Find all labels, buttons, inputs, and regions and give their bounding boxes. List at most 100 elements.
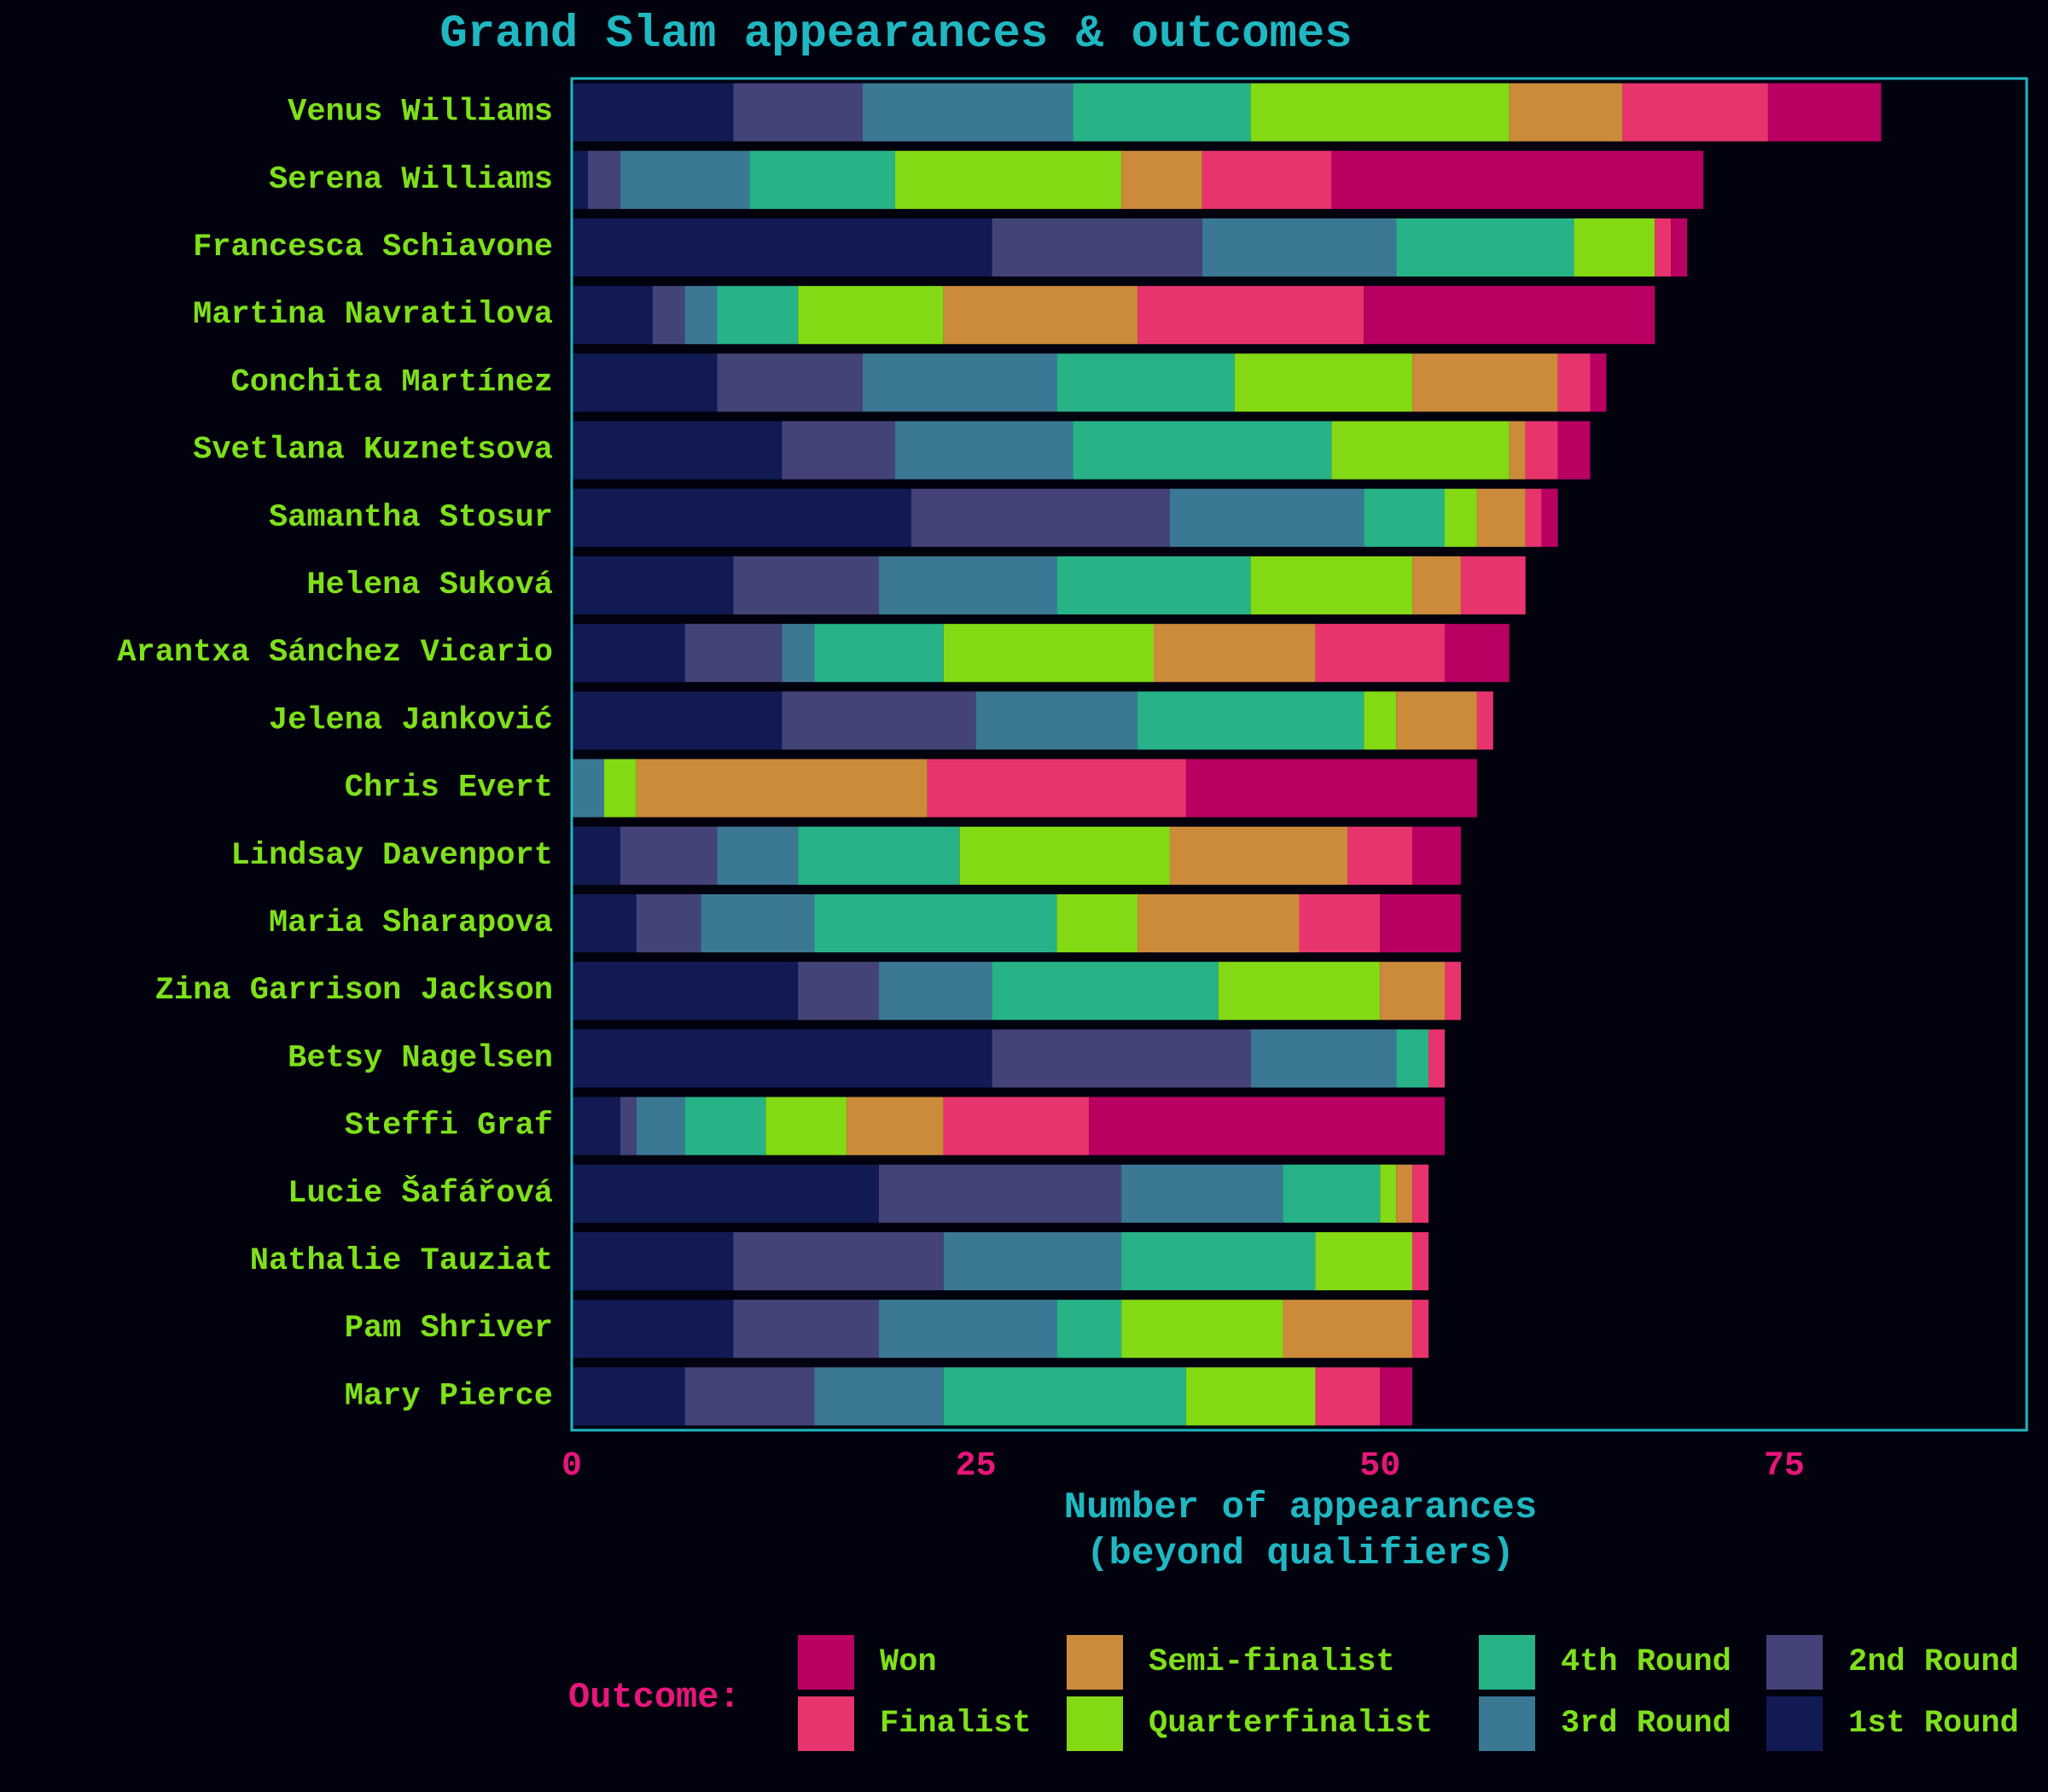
bar-svetlana-kuznetsova-2nd-round — [782, 421, 895, 480]
bar-venus-williams-semi-finalist — [1509, 83, 1623, 142]
bar-serena-williams-3rd-round — [620, 150, 750, 209]
bar-lucie-safarova-3rd-round — [1121, 1164, 1283, 1223]
bar-lindsay-davenport-quarterfinalist — [959, 826, 1170, 885]
bar-conchita-martinez-finalist — [1557, 353, 1591, 412]
category-label: Chris Evert — [345, 771, 553, 806]
bar-zina-garrison-jackson-3rd-round — [878, 962, 992, 1021]
bar-mary-pierce-2nd-round — [684, 1367, 815, 1426]
bar-jelena-jankovic-2nd-round — [782, 691, 976, 750]
bar-maria-sharapova-semi-finalist — [1137, 893, 1300, 953]
bar-nathalie-tauziat-4th-round — [1121, 1231, 1316, 1291]
bar-svetlana-kuznetsova-finalist — [1525, 421, 1558, 480]
bar-chris-evert-won — [1185, 759, 1477, 817]
bar-steffi-graf-4th-round — [684, 1097, 766, 1155]
bar-chris-evert-semi-finalist — [636, 759, 928, 817]
legend-swatch — [798, 1635, 854, 1690]
bar-maria-sharapova-finalist — [1299, 893, 1381, 953]
bar-lucie-safarova-2nd-round — [878, 1164, 1122, 1223]
bar-betsy-nagelsen-finalist — [1428, 1029, 1445, 1088]
bar-jelena-jankovic-finalist — [1476, 691, 1493, 750]
bar-jelena-jankovic-quarterfinalist — [1364, 691, 1397, 750]
bar-mary-pierce-quarterfinalist — [1185, 1367, 1316, 1426]
bar-serena-williams-finalist — [1201, 150, 1332, 209]
legend-swatch — [1766, 1696, 1823, 1751]
bar-lindsay-davenport-2nd-round — [620, 826, 718, 885]
bar-betsy-nagelsen-4th-round — [1396, 1029, 1429, 1088]
bar-svetlana-kuznetsova-quarterfinalist — [1331, 421, 1510, 480]
x-axis-ticks: 0 25 50 75 — [561, 1447, 1805, 1486]
bar-nathalie-tauziat-1st-round — [572, 1231, 734, 1291]
legend-item-1st-round: 1st Round — [1766, 1696, 2019, 1751]
bar-helena-sukova-2nd-round — [733, 556, 879, 615]
category-label: Betsy Nagelsen — [288, 1040, 553, 1076]
bar-betsy-nagelsen-3rd-round — [1250, 1029, 1397, 1088]
bar-serena-williams-quarterfinalist — [894, 150, 1122, 209]
bar-zina-garrison-jackson-semi-finalist — [1380, 962, 1445, 1021]
bar-serena-williams-won — [1331, 150, 1704, 209]
legend-label: Semi-finalist — [1149, 1644, 1395, 1680]
x-axis-label-line2: (beyond qualifiers) — [1086, 1533, 1515, 1575]
bar-lucie-safarova-1st-round — [572, 1164, 879, 1223]
bar-steffi-graf-2nd-round — [620, 1097, 637, 1155]
bar-samantha-stosur-semi-finalist — [1476, 488, 1526, 547]
bar-venus-williams-2nd-round — [733, 83, 863, 142]
legend-swatch — [1479, 1635, 1535, 1690]
category-label: Francesca Schiavone — [193, 230, 553, 265]
bar-chris-evert-3rd-round — [572, 759, 604, 817]
category-label: Mary Pierce — [345, 1378, 553, 1414]
category-labels: Venus Williams Serena Williams Francesca S… — [117, 95, 553, 1415]
category-label: Zina Garrison Jackson — [155, 973, 553, 1009]
bar-samantha-stosur-quarterfinalist — [1445, 488, 1477, 547]
bar-martina-navratilova-semi-finalist — [943, 286, 1138, 345]
bar-martina-navratilova-1st-round — [572, 286, 653, 345]
x-axis-label: Number of appearances — [1064, 1487, 1538, 1529]
legend-swatch — [1479, 1696, 1535, 1751]
bar-pam-shriver-finalist — [1412, 1300, 1429, 1359]
bar-mary-pierce-won — [1380, 1367, 1413, 1426]
bar-serena-williams-4th-round — [749, 150, 895, 209]
bar-svetlana-kuznetsova-3rd-round — [894, 421, 1073, 480]
bar-conchita-martinez-2nd-round — [717, 353, 863, 412]
bar-mary-pierce-finalist — [1315, 1367, 1381, 1426]
category-label: Steffi Graf — [345, 1108, 553, 1144]
bar-arantxa-sanchez-vicario-quarterfinalist — [943, 624, 1154, 683]
bar-nathalie-tauziat-2nd-round — [733, 1231, 944, 1291]
bar-martina-navratilova-4th-round — [717, 286, 799, 345]
legend-swatch — [798, 1696, 854, 1751]
bar-martina-navratilova-quarterfinalist — [798, 286, 944, 345]
legend-swatch — [1766, 1635, 1823, 1690]
category-label: Lindsay Davenport — [231, 838, 553, 874]
bar-svetlana-kuznetsova-semi-finalist — [1509, 421, 1526, 480]
category-label: Martina Navratilova — [193, 297, 553, 333]
bar-jelena-jankovic-semi-finalist — [1396, 691, 1477, 750]
bar-samantha-stosur-3rd-round — [1169, 488, 1364, 547]
bar-venus-williams-finalist — [1622, 83, 1768, 142]
bar-pam-shriver-3rd-round — [878, 1300, 1057, 1359]
category-label: Jelena Janković — [269, 702, 553, 738]
bar-arantxa-sanchez-vicario-3rd-round — [782, 624, 815, 683]
bar-steffi-graf-semi-finalist — [847, 1097, 944, 1155]
bar-arantxa-sanchez-vicario-won — [1445, 624, 1510, 683]
bar-lucie-safarova-finalist — [1412, 1164, 1429, 1223]
category-label: Samantha Stosur — [269, 500, 553, 536]
bar-samantha-stosur-1st-round — [572, 488, 911, 547]
category-label: Pam Shriver — [345, 1311, 553, 1347]
bar-conchita-martinez-quarterfinalist — [1234, 353, 1413, 412]
bar-jelena-jankovic-1st-round — [572, 691, 783, 750]
bar-lindsay-davenport-1st-round — [572, 826, 620, 885]
bar-lucie-safarova-semi-finalist — [1396, 1164, 1413, 1223]
bar-venus-williams-4th-round — [1073, 83, 1251, 142]
bar-betsy-nagelsen-1st-round — [572, 1029, 992, 1088]
bar-mary-pierce-4th-round — [943, 1367, 1186, 1426]
bar-maria-sharapova-1st-round — [572, 893, 637, 953]
bar-pam-shriver-4th-round — [1056, 1300, 1122, 1359]
bar-arantxa-sanchez-vicario-4th-round — [814, 624, 944, 683]
bar-conchita-martinez-4th-round — [1056, 353, 1235, 412]
bar-samantha-stosur-2nd-round — [911, 488, 1170, 547]
x-tick-label: 50 — [1359, 1447, 1400, 1486]
bar-zina-garrison-jackson-2nd-round — [798, 962, 879, 1021]
bar-helena-sukova-3rd-round — [878, 556, 1057, 615]
bar-conchita-martinez-won — [1590, 353, 1607, 412]
bar-betsy-nagelsen-2nd-round — [992, 1029, 1251, 1088]
